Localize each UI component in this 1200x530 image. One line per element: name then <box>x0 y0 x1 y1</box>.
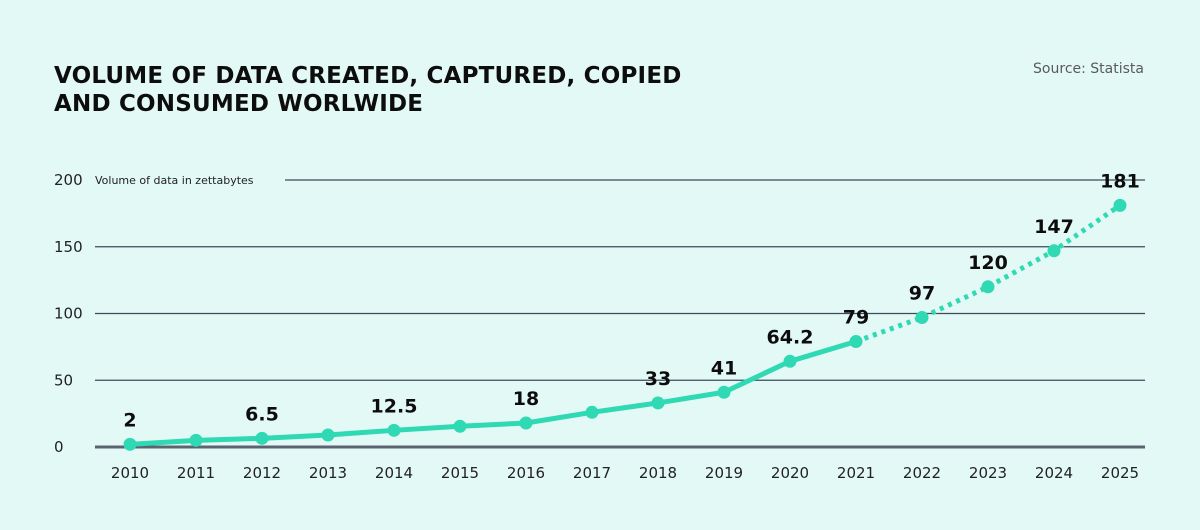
x-tick-label: 2020 <box>771 464 809 482</box>
data-label: 79 <box>843 307 869 329</box>
x-tick-label: 2017 <box>573 464 611 482</box>
x-tick-label: 2022 <box>903 464 941 482</box>
x-tick-label: 2011 <box>177 464 215 482</box>
data-label: 64.2 <box>767 326 814 348</box>
x-tick-label: 2014 <box>375 464 413 482</box>
x-tick-label: 2019 <box>705 464 743 482</box>
data-point <box>783 354 797 368</box>
y-tick-label: 50 <box>54 371 73 389</box>
data-point <box>453 419 467 433</box>
actual-line <box>127 339 859 447</box>
chart-title: VOLUME OF DATA CREATED, CAPTURED, COPIED… <box>54 62 814 118</box>
data-point <box>189 433 203 447</box>
x-tick-label: 2016 <box>507 464 545 482</box>
data-point <box>651 396 665 410</box>
data-point <box>1047 244 1061 258</box>
y-tick-label: 200 <box>54 171 83 189</box>
data-point <box>1113 198 1127 212</box>
x-tick-label: 2013 <box>309 464 347 482</box>
data-point <box>321 428 335 442</box>
data-points <box>123 198 1127 451</box>
x-tick-label: 2015 <box>441 464 479 482</box>
chart-title-line-2: AND CONSUMED WORLWIDE <box>54 91 424 117</box>
y-axis-label: Volume of data in zettabytes <box>95 174 254 187</box>
data-label: 181 <box>1100 170 1140 192</box>
data-point <box>981 280 995 294</box>
data-label: 97 <box>909 283 935 305</box>
data-label: 33 <box>645 368 671 390</box>
data-label: 41 <box>711 357 737 379</box>
x-tick-label: 2018 <box>639 464 677 482</box>
x-tick-label: 2025 <box>1101 464 1139 482</box>
data-labels: 2 6.5 12.5 18 33 41 64.2 79 97 120 147 181 <box>123 170 1139 431</box>
data-point <box>255 431 269 445</box>
data-label: 2 <box>123 409 136 431</box>
gridlines <box>95 179 1145 449</box>
source-note: Source: Statista <box>1033 61 1144 77</box>
y-tick-label: 100 <box>54 305 83 323</box>
y-axis-ticks: 0 50 100 150 200 <box>54 171 83 456</box>
x-axis-ticks: 2010 2011 2012 2013 2014 2015 2016 2017 2018 2019… <box>111 464 1139 482</box>
data-label: 120 <box>968 252 1008 274</box>
series-lines <box>127 203 1122 447</box>
data-label: 12.5 <box>371 395 418 417</box>
forecast-line <box>855 203 1122 344</box>
y-tick-label: 150 <box>54 238 83 256</box>
y-tick-label: 0 <box>54 438 64 456</box>
data-label: 18 <box>513 388 539 410</box>
data-label: 6.5 <box>245 403 279 425</box>
data-point <box>519 416 533 430</box>
x-tick-label: 2012 <box>243 464 281 482</box>
data-point <box>123 437 137 451</box>
x-tick-label: 2024 <box>1035 464 1073 482</box>
x-tick-label: 2021 <box>837 464 875 482</box>
chart-title-line-1: VOLUME OF DATA CREATED, CAPTURED, COPIED <box>54 63 682 89</box>
data-point <box>915 311 929 325</box>
data-point <box>717 385 731 399</box>
data-label: 147 <box>1034 216 1074 238</box>
x-tick-label: 2023 <box>969 464 1007 482</box>
data-point <box>387 423 401 437</box>
data-point <box>849 335 863 349</box>
x-tick-label: 2010 <box>111 464 149 482</box>
data-point <box>585 405 599 419</box>
